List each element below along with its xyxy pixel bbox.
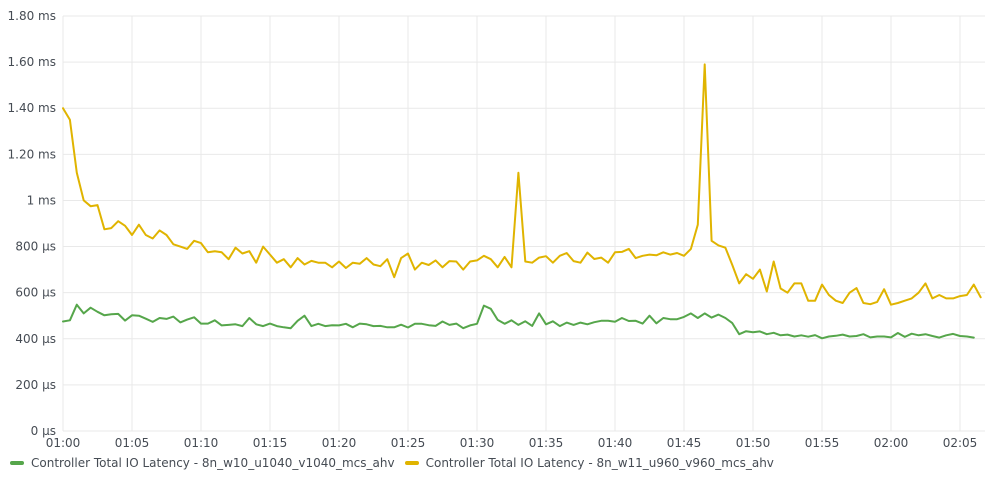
x-tick-label: 01:10 [184, 436, 219, 450]
legend-item-series-2[interactable]: Controller Total IO Latency - 8n_w11_u96… [404, 456, 774, 470]
y-tick-label: 1 ms [27, 193, 56, 207]
y-tick-label: 200 µs [15, 378, 56, 392]
x-tick-label: 01:55 [805, 436, 840, 450]
y-tick-label: 400 µs [15, 332, 56, 346]
y-axis: 0 µs 200 µs 400 µs 600 µs 800 µs 1 ms 1.20 ms 1… [8, 9, 56, 438]
x-tick-label: 01:25 [391, 436, 426, 450]
x-tick-label: 01:40 [598, 436, 633, 450]
x-axis: 01:00 01:05 01:10 01:15 01:20 01:25 01:30 01:35… [46, 436, 978, 450]
series-line-1[interactable] [62, 303, 975, 340]
y-tick-label: 1.20 ms [8, 147, 56, 161]
y-tick-label: 1.40 ms [8, 101, 56, 115]
x-tick-label: 02:05 [943, 436, 978, 450]
legend-label-series-2: Controller Total IO Latency - 8n_w11_u96… [425, 456, 774, 470]
series-lines [62, 63, 982, 340]
x-tick-label: 01:15 [253, 436, 288, 450]
y-tick-label: 800 µs [15, 240, 56, 254]
legend-item-series-1[interactable]: Controller Total IO Latency - 8n_w10_u10… [10, 456, 395, 470]
legend-label-series-1: Controller Total IO Latency - 8n_w10_u10… [31, 456, 395, 470]
x-tick-label: 02:00 [874, 436, 909, 450]
x-tick-label: 01:00 [46, 436, 81, 450]
y-tick-label: 1.60 ms [8, 55, 56, 69]
x-tick-label: 01:50 [736, 436, 771, 450]
legend-swatch-series-1 [10, 461, 24, 465]
gridlines [62, 15, 985, 432]
x-tick-label: 01:05 [115, 436, 150, 450]
series-line-2[interactable] [62, 63, 982, 306]
y-tick-label: 600 µs [15, 286, 56, 300]
x-tick-label: 01:35 [529, 436, 564, 450]
x-tick-label: 01:30 [460, 436, 495, 450]
legend-swatch-series-2 [404, 461, 419, 465]
x-tick-label: 01:20 [322, 436, 357, 450]
y-tick-label: 1.80 ms [8, 9, 56, 23]
x-tick-label: 01:45 [667, 436, 702, 450]
legend: Controller Total IO Latency - 8n_w10_u10… [10, 456, 774, 470]
y-tick-label: 0 µs [31, 424, 56, 438]
